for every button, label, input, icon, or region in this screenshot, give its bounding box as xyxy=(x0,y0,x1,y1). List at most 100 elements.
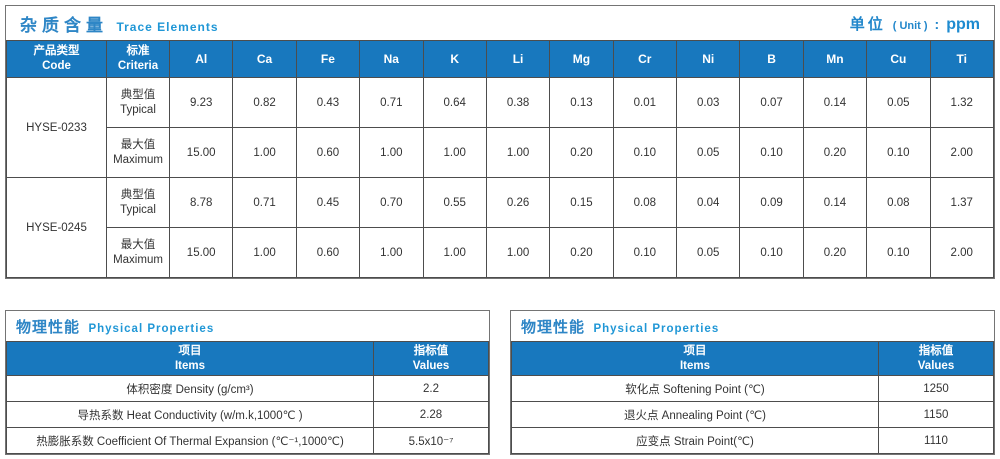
physical-right-title-bar: 物理性能 Physical Properties xyxy=(511,311,994,341)
product-code-cell: HYSE-0233 xyxy=(6,77,107,178)
col-header-element: Mg xyxy=(549,40,614,78)
trace-value-cell: 9.23 xyxy=(168,77,234,128)
physical-right-title-en: Physical Properties xyxy=(593,322,720,335)
criteria-label-cell: 典型值 Typical xyxy=(106,77,170,128)
col-header-values-en: Values xyxy=(412,359,450,372)
trace-value-cell: 0.60 xyxy=(295,227,361,278)
trace-value-cell: 0.13 xyxy=(549,77,614,128)
trace-value-cell: 0.45 xyxy=(295,177,361,228)
table-row: 退火点 Annealing Point (℃) 1150 xyxy=(511,401,994,428)
col-header-items-cn: 项目 xyxy=(178,344,202,357)
trace-data-row: 最大值 Maximum 15.00 1.00 0.60 1.00 1.00 1.00 0.20 0… xyxy=(7,227,994,278)
trace-value-cell: 1.00 xyxy=(485,127,551,178)
col-header-element: Ca xyxy=(232,40,297,78)
physical-right-header-row: 项目 Items 指标值 Values xyxy=(511,341,994,376)
trace-value-cell: 0.70 xyxy=(359,177,424,228)
col-header-element: Na xyxy=(359,40,424,78)
property-item-cell: 软化点 Softening Point (℃) xyxy=(511,375,879,402)
col-header-items-cn: 项目 xyxy=(683,344,707,357)
trace-value-cell: 0.71 xyxy=(232,177,297,228)
table-row: 导热系数 Heat Conductivity (w/m.k,1000℃ ) 2.… xyxy=(6,401,489,428)
col-header-element: B xyxy=(739,40,804,78)
unit-value: ppm xyxy=(946,15,980,33)
trace-value-cell: 0.14 xyxy=(802,77,868,128)
trace-value-cell: 0.10 xyxy=(612,227,678,278)
col-header-element: Cr xyxy=(612,40,678,78)
criteria-label-cell: 最大值 Maximum xyxy=(106,127,170,178)
col-header-element: K xyxy=(422,40,487,78)
trace-value-cell: 0.01 xyxy=(612,77,678,128)
table-row: 体积密度 Density (g/cm³) 2.2 xyxy=(6,375,489,402)
trace-value-cell: 1.00 xyxy=(359,227,424,278)
trace-data-row: HYSE-0245 典型值 Typical 8.78 0.71 0.45 0.70 0.55 0… xyxy=(6,177,994,278)
trace-value-cell: 0.05 xyxy=(675,127,741,178)
col-header-values-en: Values xyxy=(917,359,955,372)
col-header-code-cn: 产品类型 xyxy=(33,45,80,58)
property-value-cell: 1150 xyxy=(878,401,994,428)
property-item-cell: 退火点 Annealing Point (℃) xyxy=(511,401,879,428)
trace-value-cell: 1.00 xyxy=(232,127,297,178)
physical-right-title-cn: 物理性能 xyxy=(521,318,586,336)
unit-label-en: ( Unit ) xyxy=(892,19,928,32)
col-header-element: Ni xyxy=(675,40,741,78)
property-item-cell: 热膨胀系数 Coefficient Of Thermal Expansion (… xyxy=(6,427,374,454)
physical-left-title-bar: 物理性能 Physical Properties xyxy=(6,311,489,341)
trace-value-cell: 0.09 xyxy=(739,177,804,228)
table-row: 软化点 Softening Point (℃) 1250 xyxy=(511,375,994,402)
col-header-element: Ti xyxy=(929,40,994,78)
physical-left-title-en: Physical Properties xyxy=(88,322,215,335)
col-header-element: Li xyxy=(485,40,551,78)
trace-value-cell: 0.10 xyxy=(866,227,931,278)
col-header-items: 项目 Items xyxy=(511,341,879,376)
trace-value-cell: 0.15 xyxy=(549,177,614,228)
trace-value-cell: 0.20 xyxy=(802,127,868,178)
col-header-element: Mn xyxy=(802,40,868,78)
trace-value-cell: 15.00 xyxy=(168,127,234,178)
trace-value-cell: 0.10 xyxy=(612,127,678,178)
physical-right-table: 项目 Items 指标值 Values 软化点 Softening Point … xyxy=(511,341,994,454)
trace-value-cell: 0.60 xyxy=(295,127,361,178)
col-header-values-cn: 指标值 xyxy=(413,344,449,357)
col-header-items-en: Items xyxy=(679,359,711,372)
trace-title-en: Trace Elements xyxy=(116,19,219,34)
physical-left-table: 项目 Items 指标值 Values 体积密度 Density (g/cm³)… xyxy=(6,341,489,454)
trace-value-cell: 0.55 xyxy=(422,177,487,228)
trace-value-cell: 2.00 xyxy=(929,127,994,178)
property-value-cell: 1250 xyxy=(878,375,994,402)
trace-elements-section: 杂质含量 Trace Elements 单位 ( Unit ) : ppm 产品… xyxy=(5,5,995,279)
product-code-cell: HYSE-0245 xyxy=(6,177,107,278)
property-value-cell: 2.2 xyxy=(373,375,489,402)
trace-value-cell: 0.04 xyxy=(675,177,741,228)
property-item-cell: 应变点 Strain Point(℃) xyxy=(511,427,879,454)
trace-value-cell: 0.10 xyxy=(866,127,931,178)
trace-value-cell: 8.78 xyxy=(168,177,234,228)
col-header-element: Al xyxy=(168,40,234,78)
trace-value-cell: 1.37 xyxy=(929,177,994,228)
trace-value-cell: 0.43 xyxy=(295,77,361,128)
trace-value-cell: 15.00 xyxy=(168,227,234,278)
col-header-element: Fe xyxy=(295,40,361,78)
trace-value-cell: 1.32 xyxy=(929,77,994,128)
trace-value-cell: 0.20 xyxy=(549,127,614,178)
col-header-criteria-en: Criteria xyxy=(117,60,159,72)
trace-value-cell: 0.07 xyxy=(739,77,804,128)
col-header-element: Cu xyxy=(866,40,931,78)
trace-value-cell: 0.10 xyxy=(739,127,804,178)
physical-properties-right-section: 物理性能 Physical Properties 项目 Items 指标值 Va… xyxy=(510,310,995,455)
trace-table: 产品类型 Code 标准 Criteria Al Ca Fe Na K Li Mg Cr Ni B… xyxy=(6,40,994,278)
trace-data-row: HYSE-0233 典型值 Typical 9.23 0.82 0.43 0.71 0.64 0… xyxy=(6,77,994,178)
unit-label: 单位 ( Unit ) : ppm xyxy=(850,13,980,34)
col-header-code-en: Code xyxy=(42,60,71,72)
table-row: 应变点 Strain Point(℃) 1110 xyxy=(511,427,994,454)
physical-left-header-row: 项目 Items 指标值 Values xyxy=(6,341,489,376)
trace-value-cell: 1.00 xyxy=(485,227,551,278)
trace-value-cell: 0.03 xyxy=(675,77,741,128)
col-header-values: 指标值 Values xyxy=(878,341,994,376)
property-item-cell: 体积密度 Density (g/cm³) xyxy=(6,375,374,402)
unit-label-cn: 单位 xyxy=(849,15,886,33)
table-row: 热膨胀系数 Coefficient Of Thermal Expansion (… xyxy=(6,427,489,454)
trace-value-cell: 0.08 xyxy=(612,177,678,228)
criteria-label-cell: 典型值 Typical xyxy=(106,177,170,228)
trace-value-cell: 0.38 xyxy=(485,77,551,128)
